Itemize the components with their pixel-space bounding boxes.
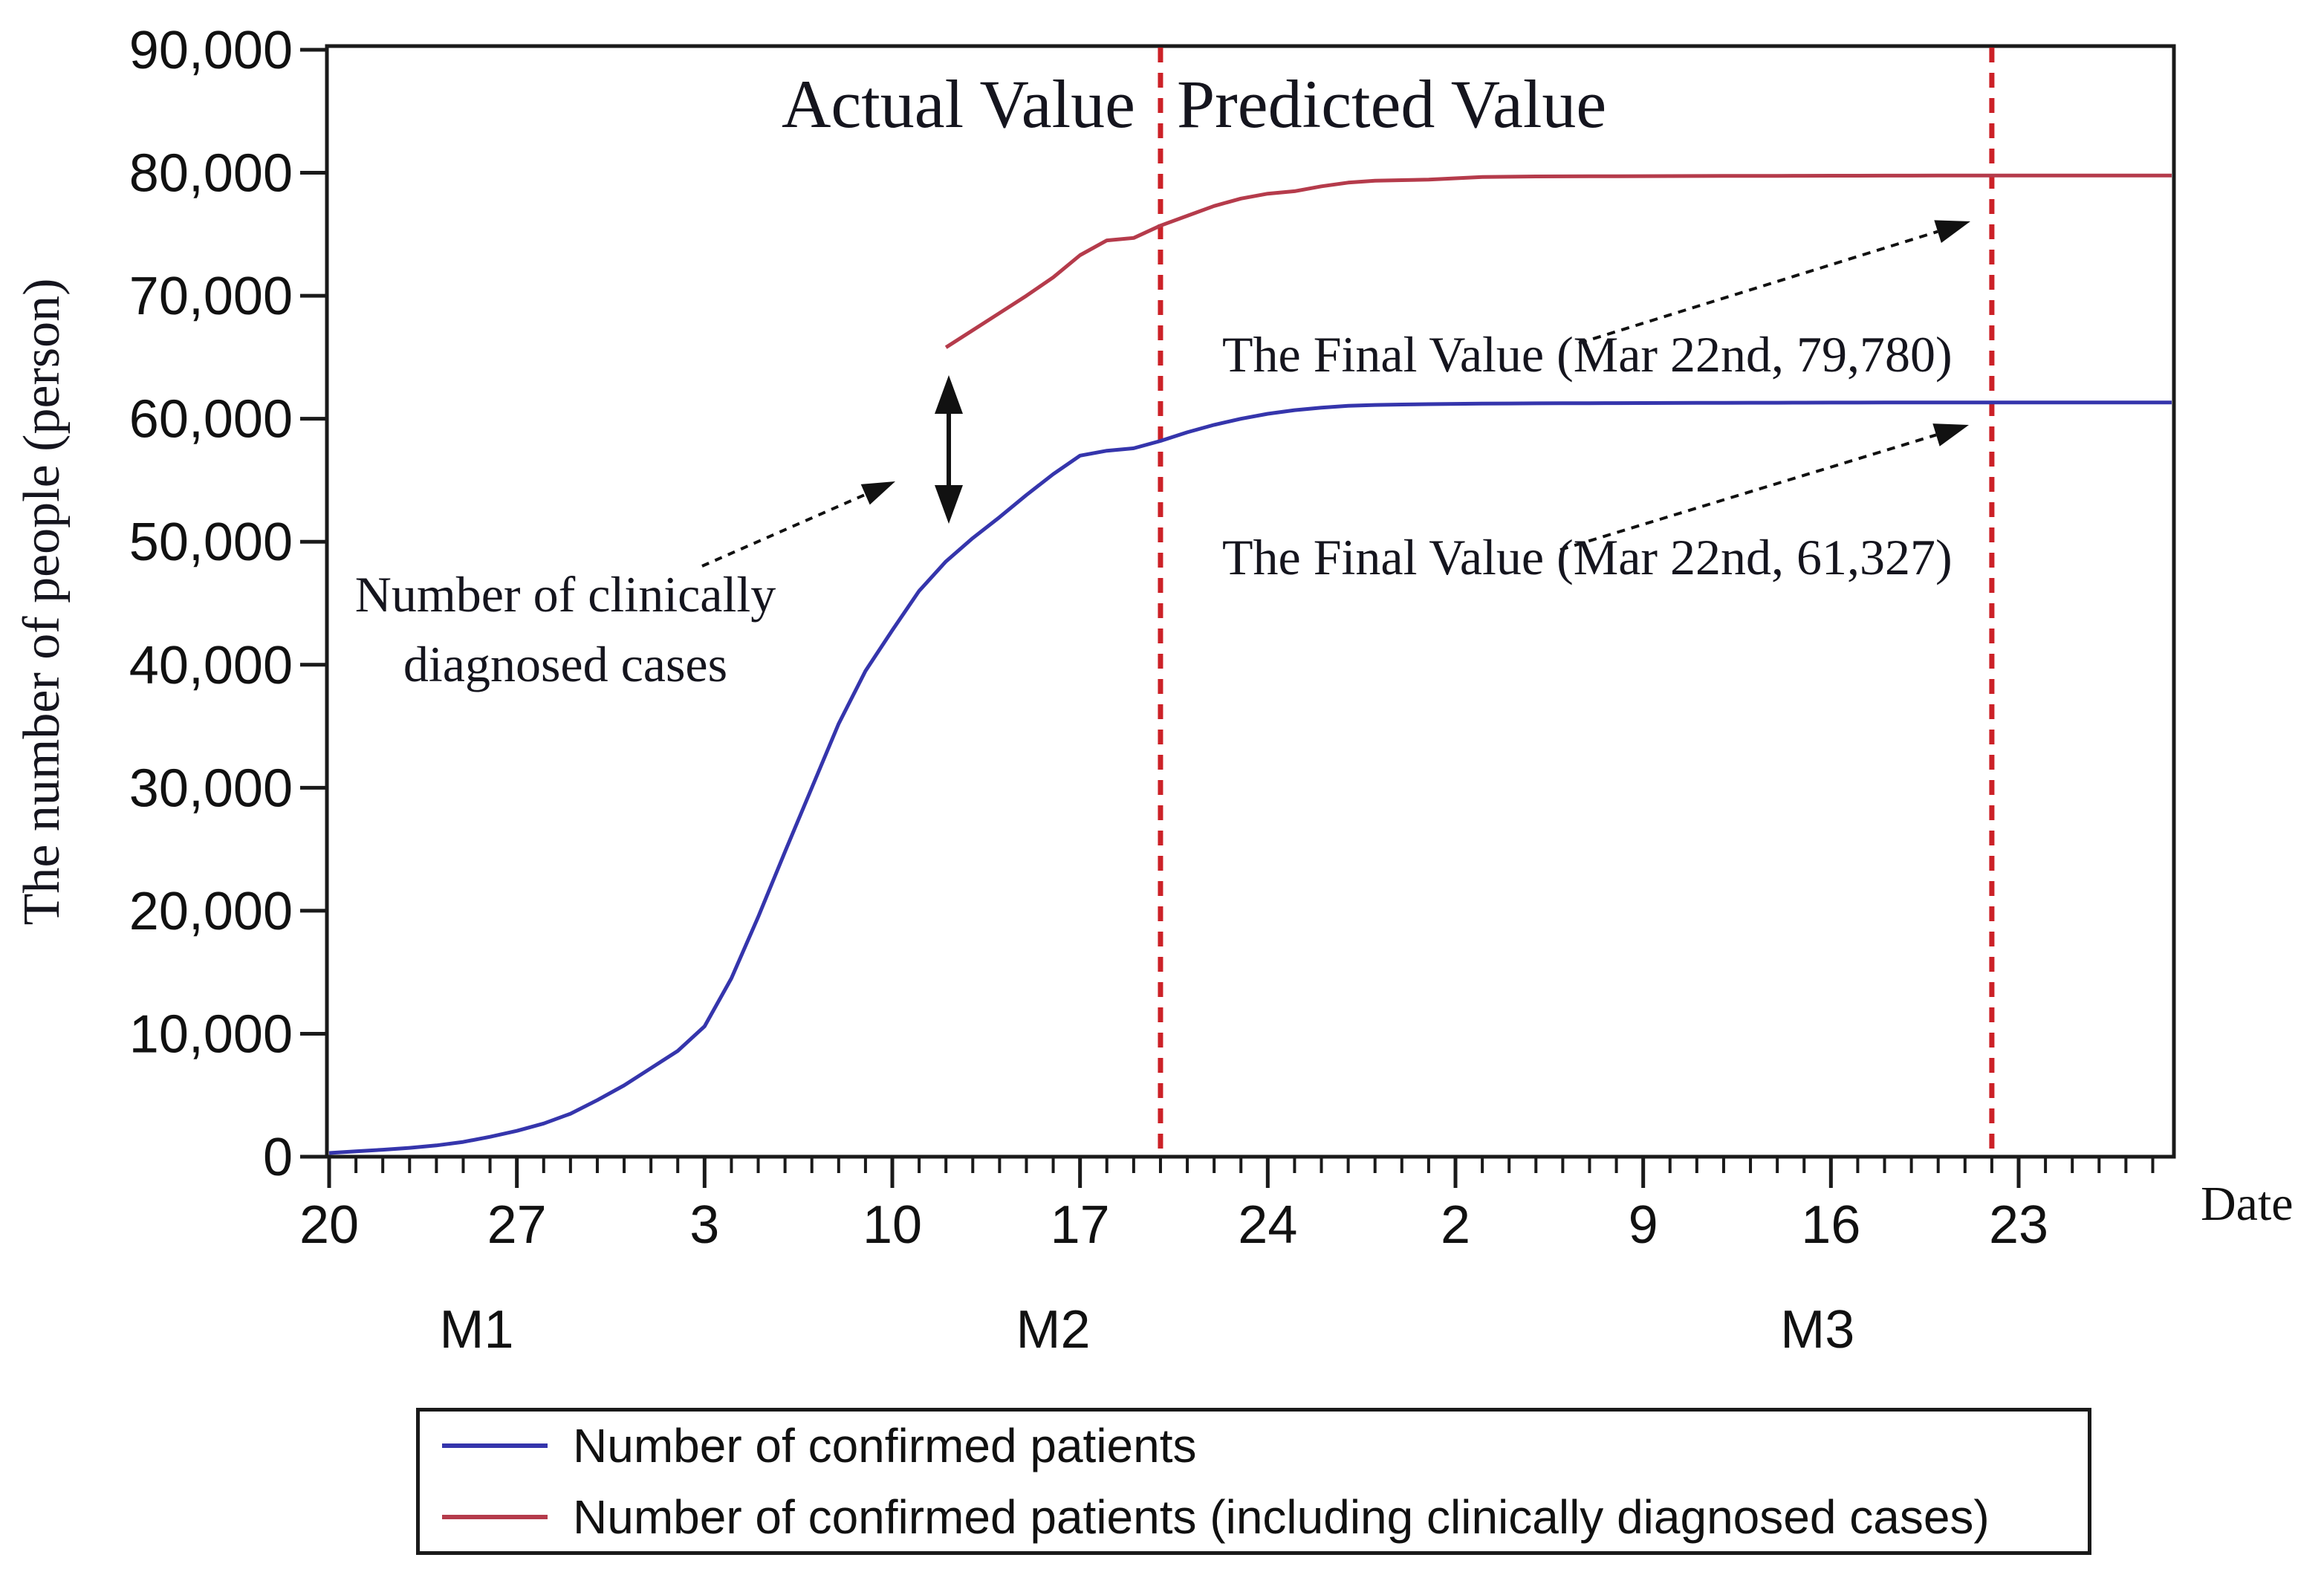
legend-box: Number of confirmed patients Number of c… xyxy=(416,1408,2091,1555)
x-tick-label: 17 xyxy=(1051,1195,1110,1255)
final-value-red-annotation: The Final Value (Mar 22nd, 79,780) xyxy=(1222,326,1953,383)
clinically-diagnosed-line1: Number of clinically xyxy=(354,566,776,623)
plot-frame xyxy=(325,44,2176,1159)
y-tick-label: 70,000 xyxy=(129,267,293,326)
y-tick-label: 40,000 xyxy=(129,636,293,695)
x-tick-label: 23 xyxy=(1989,1195,2048,1255)
final-blue-arrow-head xyxy=(1932,423,1969,446)
final-red-arrow-head xyxy=(1934,220,1970,243)
month-label: M2 xyxy=(1016,1300,1091,1360)
y-tick-label: 90,000 xyxy=(129,21,293,80)
y-axis-title: The number of people (person) xyxy=(13,278,71,926)
clinically-diagnosed-annotation: Number of clinically diagnosed cases xyxy=(342,559,789,699)
x-axis-title: Date xyxy=(2201,1177,2294,1231)
legend-row-clinical: Number of confirmed patients (including … xyxy=(420,1490,2088,1545)
confirmed-line-swatch xyxy=(442,1443,548,1448)
difference-arrow-down-head xyxy=(935,485,963,524)
x-tick-label: 2 xyxy=(1441,1195,1470,1255)
x-tick-label: 24 xyxy=(1238,1195,1297,1255)
predicted-value-label: Predicted Value xyxy=(1177,66,1607,142)
month-label: M3 xyxy=(1780,1300,1854,1360)
y-tick-label: 10,000 xyxy=(129,1004,293,1064)
clinical-line-swatch xyxy=(442,1515,548,1519)
x-tick-label: 27 xyxy=(487,1195,547,1255)
y-tick-label: 0 xyxy=(263,1128,293,1187)
x-tick-label: 3 xyxy=(689,1195,719,1255)
x-tick-label: 9 xyxy=(1629,1195,1658,1255)
confirmed-series-line xyxy=(328,400,2172,1155)
y-tick-label: 50,000 xyxy=(129,513,293,572)
clinically-diagnosed-arrow-shaft xyxy=(701,493,866,568)
final-red-arrow-shaft xyxy=(1578,230,1938,345)
legend-label-confirmed: Number of confirmed patients xyxy=(573,1419,1197,1472)
final-blue-arrow-shaft xyxy=(1559,433,1937,551)
y-tick-label: 80,000 xyxy=(129,144,293,204)
actual-value-label: Actual Value xyxy=(781,66,1135,142)
clinically-diagnosed-line2: diagnosed cases xyxy=(403,636,728,692)
clinical-series-line xyxy=(944,173,2172,349)
x-tick-label: 10 xyxy=(863,1195,922,1255)
legend-label-clinical: Number of confirmed patients (including … xyxy=(573,1490,1990,1544)
month-label: M1 xyxy=(440,1300,514,1360)
x-tick-label: 16 xyxy=(1801,1195,1860,1255)
y-tick-label: 30,000 xyxy=(129,759,293,818)
legend-row-confirmed: Number of confirmed patients xyxy=(420,1418,2088,1473)
difference-arrow-up-head xyxy=(935,375,963,414)
y-tick-label: 60,000 xyxy=(129,390,293,449)
final-value-blue-annotation: The Final Value (Mar 22nd, 61,327) xyxy=(1222,529,1953,585)
x-tick-label: 20 xyxy=(299,1195,359,1255)
clinically-diagnosed-arrow-head xyxy=(860,481,895,505)
y-tick-label: 20,000 xyxy=(129,882,293,941)
